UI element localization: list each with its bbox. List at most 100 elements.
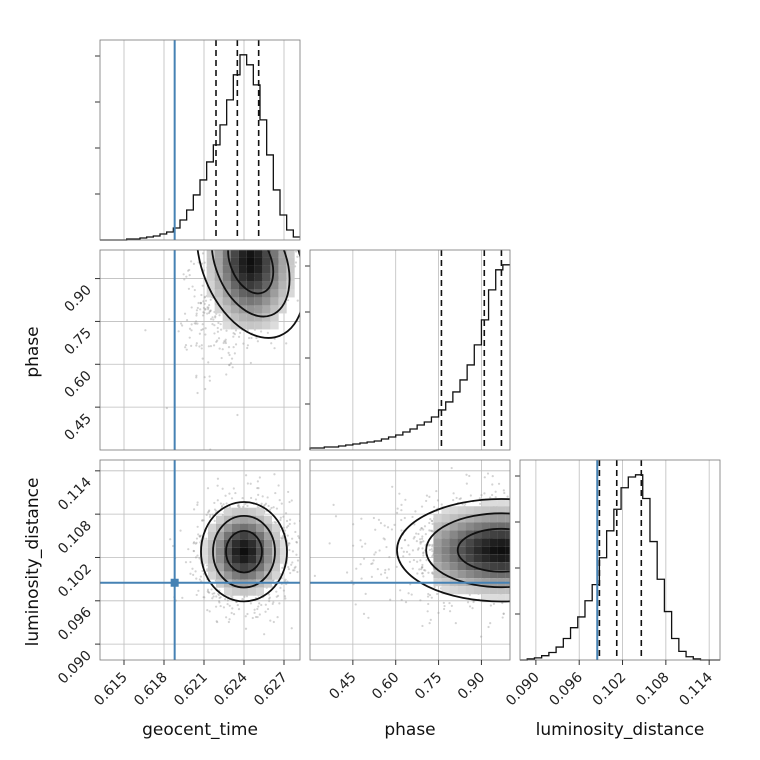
sample-point: [294, 530, 297, 534]
sample-point: [415, 540, 418, 543]
density-cell: [246, 313, 255, 322]
sample-point: [220, 504, 224, 508]
sample-point: [431, 519, 434, 523]
sample-point: [189, 260, 193, 263]
sample-point: [428, 521, 431, 525]
sample-point: [198, 345, 201, 348]
sample-point: [431, 545, 434, 548]
sample-point: [377, 518, 381, 521]
density-cell: [449, 586, 458, 595]
density-cell: [222, 265, 231, 274]
sample-point: [399, 589, 402, 592]
sample-point: [208, 310, 211, 313]
sample-point: [404, 600, 408, 604]
density-cell: [465, 522, 474, 531]
density-cell: [224, 531, 232, 540]
density-cell: [248, 547, 256, 556]
sample-point: [254, 498, 258, 501]
sample-point: [204, 307, 207, 311]
sample-point: [395, 565, 398, 568]
sample-point: [423, 525, 427, 528]
density-cell: [489, 506, 498, 515]
sample-point: [478, 497, 481, 500]
sample-point: [436, 592, 439, 596]
sample-point: [421, 624, 424, 628]
density-cell: [216, 515, 224, 524]
sample-point: [249, 361, 252, 365]
sample-point: [266, 331, 269, 334]
density-cell: [457, 586, 466, 595]
sample-point: [411, 549, 415, 552]
sample-point: [215, 620, 218, 623]
sample-point: [206, 312, 209, 315]
density-cell: [473, 522, 482, 531]
sample-point: [431, 572, 434, 575]
density-cell: [246, 305, 255, 314]
density-cell: [433, 514, 442, 523]
density-cell: [286, 273, 295, 282]
sample-point: [206, 306, 209, 309]
sample-point: [286, 299, 290, 302]
sample-point: [400, 598, 403, 602]
hist-panel-phase: [305, 249, 511, 451]
density-cell: [256, 515, 264, 524]
sample-point: [374, 551, 377, 554]
sample-point: [400, 529, 403, 532]
sample-point: [428, 495, 431, 498]
sample-point: [269, 619, 272, 622]
sample-point: [245, 595, 249, 598]
sample-point: [420, 568, 423, 571]
density-cell: [481, 586, 490, 595]
density-cell: [278, 305, 287, 314]
density-cell: [206, 265, 215, 274]
sample-point: [466, 601, 470, 604]
sample-point: [202, 306, 206, 310]
sample-point: [257, 493, 260, 497]
sample-point: [203, 261, 206, 264]
sample-point: [402, 555, 405, 558]
sample-point: [203, 296, 206, 299]
sample-point: [414, 510, 417, 513]
sample-point: [201, 519, 204, 522]
sample-point: [198, 332, 201, 335]
sample-point: [404, 498, 407, 501]
density-cell: [262, 297, 271, 306]
sample-point: [211, 513, 214, 516]
sample-point: [195, 541, 198, 544]
sample-point: [188, 336, 191, 339]
density-cell: [248, 587, 256, 596]
density-cell: [457, 506, 466, 515]
density-cell: [256, 523, 264, 532]
density-cell: [200, 539, 208, 548]
sample-point: [503, 491, 506, 495]
sample-point: [294, 250, 298, 253]
sample-point: [179, 529, 182, 532]
sample-point: [256, 340, 259, 343]
sample-point: [435, 489, 438, 493]
density-cell: [216, 539, 224, 548]
sample-point: [413, 523, 416, 526]
sample-point: [430, 547, 433, 551]
sample-point: [427, 602, 430, 606]
density-cell: [278, 250, 287, 258]
panel-content: [310, 466, 510, 638]
density-cell: [214, 257, 223, 266]
sample-point: [208, 311, 211, 315]
sample-point: [420, 566, 423, 569]
density-cell: [433, 570, 442, 579]
sample-point: [427, 544, 431, 547]
density-cell: [248, 523, 256, 532]
sample-point: [183, 312, 187, 315]
sample-point: [179, 322, 183, 325]
sample-point: [207, 308, 210, 311]
sample-point: [282, 589, 286, 592]
density-cell: [248, 507, 256, 516]
sample-point: [207, 510, 211, 513]
sample-point: [290, 563, 293, 566]
density-cell: [465, 570, 474, 579]
density-cell: [489, 530, 498, 539]
density-cell: [232, 539, 240, 548]
sample-point: [215, 595, 218, 598]
density-cell: [457, 570, 466, 579]
